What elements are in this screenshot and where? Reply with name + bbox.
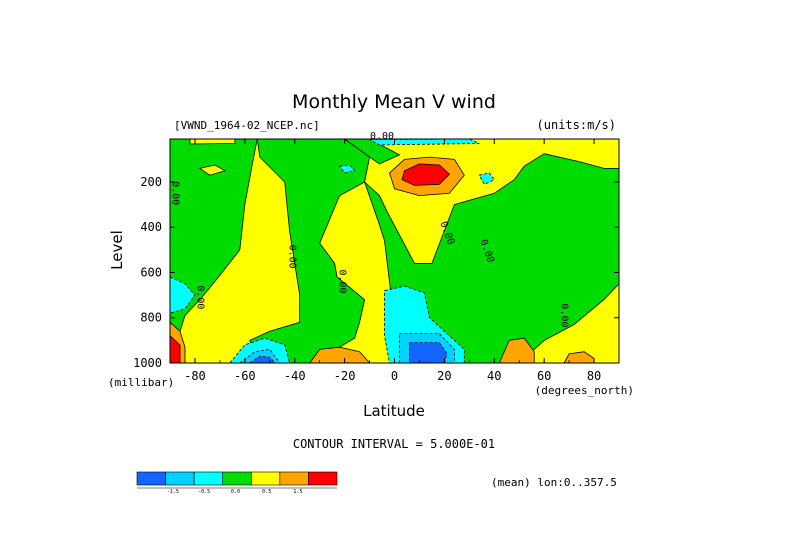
legend-tick-label: 1.5 xyxy=(293,489,302,495)
contour-region-upper-cyan-1 xyxy=(338,164,356,174)
legend-swatch xyxy=(222,471,252,486)
x-axis-label: Latitude xyxy=(363,402,425,420)
y-tick-label: 200 xyxy=(140,175,162,189)
y-unit-label: (millibar) xyxy=(108,376,174,389)
contour-label-2: 0.00 xyxy=(337,269,348,293)
legend-tick-label: -0.5 xyxy=(198,489,210,495)
legend-swatch xyxy=(308,471,338,486)
y-tick-label: 400 xyxy=(140,220,162,234)
contour-region-top-yellow-left xyxy=(189,138,236,145)
legend-swatch xyxy=(193,471,224,486)
y-tick-label: 800 xyxy=(140,311,162,325)
y-axis-label: Level xyxy=(108,230,126,270)
legend-swatch xyxy=(165,471,195,486)
contour-interval-text: CONTOUR INTERVAL = 5.000E-01 xyxy=(293,437,495,451)
contour-region-south-low-blue xyxy=(248,355,276,364)
contour-region-jet-red xyxy=(401,163,450,186)
contour-region-mid-south-band xyxy=(249,138,371,364)
plot-area xyxy=(169,138,620,364)
units-label: (units:m/s) xyxy=(537,118,616,132)
x-tick-label: 20 xyxy=(437,369,451,383)
contour-label-1: 0.00 xyxy=(287,245,298,269)
legend-swatch xyxy=(136,471,166,486)
x-tick-label: -40 xyxy=(284,369,306,383)
mean-text: (mean) lon:0..357.5 xyxy=(491,476,617,489)
chart-title: Monthly Mean V wind xyxy=(292,91,496,113)
dataset-label: [VWND_1964-02_NCEP.nc] xyxy=(174,119,320,132)
legend-tick-label: -1.5 xyxy=(167,489,179,495)
legend-swatch xyxy=(279,471,309,486)
x-tick-label: -20 xyxy=(334,369,356,383)
contour-region-upper-cyan-2 xyxy=(478,172,495,185)
contour-label-0: 0.00 xyxy=(169,181,180,205)
x-tick-label: 0 xyxy=(391,369,398,383)
legend-tick-label: 0.5 xyxy=(262,489,271,495)
contour-labels: 0.000.000.000.000.000.000.000.00 xyxy=(169,131,569,328)
y-tick-label: 600 xyxy=(140,265,162,279)
contour-region-south-upper-yellow xyxy=(198,164,226,176)
contour-label-3: 0.00 xyxy=(194,285,205,309)
legend-swatch xyxy=(250,471,281,486)
contour-label-7: 0.00 xyxy=(370,131,394,142)
contour-label-6: 0.00 xyxy=(559,303,570,327)
x-tick-label: 80 xyxy=(587,369,601,383)
contour-region-equatorial-low-blue xyxy=(409,342,448,364)
color-legend: -1.5 -0.5 0.0 0.5 1.5 xyxy=(136,471,338,495)
legend-tick-label: 0.0 xyxy=(231,489,240,495)
y-tick-label: 1000 xyxy=(133,356,162,370)
x-tick-label: 60 xyxy=(537,369,551,383)
x-tick-label: -60 xyxy=(234,369,256,383)
x-axis: -80 -60 -40 -20 0 20 40 60 80 xyxy=(169,139,620,383)
x-unit-label: (degrees_north) xyxy=(535,384,634,397)
x-tick-label: 40 xyxy=(487,369,501,383)
x-tick-label: -80 xyxy=(184,369,206,383)
y-axis: 200 400 600 800 1000 xyxy=(133,175,619,370)
